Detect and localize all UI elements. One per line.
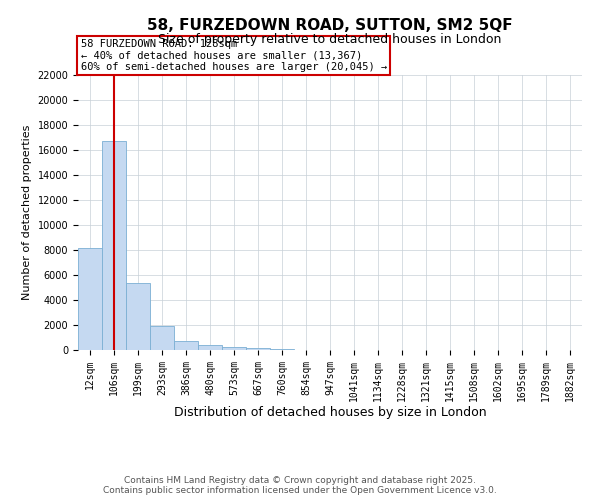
Bar (78, 248, 102, 350)
Bar (246, 348, 270, 350)
Bar (150, 326, 174, 350)
X-axis label: Distribution of detached houses by size in London: Distribution of detached houses by size … (173, 406, 487, 420)
Bar (270, 349, 294, 350)
Bar (102, 142, 126, 350)
Bar (222, 347, 246, 350)
Bar (174, 340, 198, 350)
Text: 58 FURZEDOWN ROAD: 128sqm
← 40% of detached houses are smaller (13,367)
60% of s: 58 FURZEDOWN ROAD: 128sqm ← 40% of detac… (80, 39, 387, 72)
Text: Size of property relative to detached houses in London: Size of property relative to detached ho… (158, 32, 502, 46)
Text: Contains HM Land Registry data © Crown copyright and database right 2025.
Contai: Contains HM Land Registry data © Crown c… (103, 476, 497, 495)
Bar (198, 345, 222, 350)
Y-axis label: Number of detached properties: Number of detached properties (22, 125, 32, 300)
Text: 58, FURZEDOWN ROAD, SUTTON, SM2 5QF: 58, FURZEDOWN ROAD, SUTTON, SM2 5QF (147, 18, 513, 32)
Bar (126, 282, 150, 350)
